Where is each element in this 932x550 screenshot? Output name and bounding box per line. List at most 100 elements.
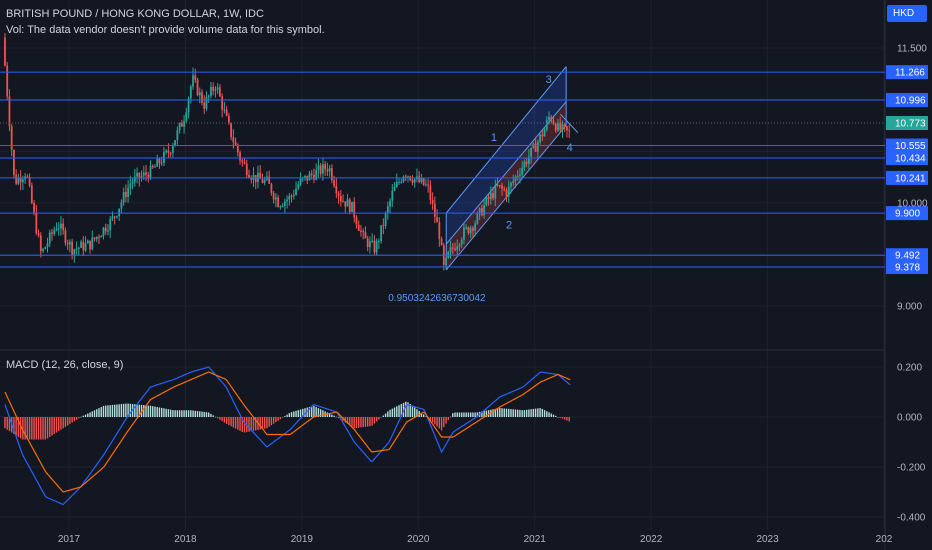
price-level-tag[interactable] — [886, 151, 928, 166]
candle — [454, 242, 456, 252]
histogram-bar — [438, 417, 441, 429]
candle — [205, 91, 208, 112]
histogram-bar — [516, 409, 519, 417]
price-levels[interactable] — [0, 71, 885, 268]
candle — [154, 164, 156, 168]
candle — [483, 199, 486, 219]
candle — [37, 229, 40, 238]
candle — [272, 190, 275, 204]
histogram-bar — [230, 417, 232, 427]
macd-indicator-label[interactable]: MACD (12, 26, close, 9) — [6, 359, 124, 371]
histogram-bar — [380, 417, 382, 418]
histogram-bar — [503, 408, 505, 417]
histogram-bar — [22, 417, 24, 440]
histogram-bar — [525, 409, 528, 417]
histogram-bar — [398, 405, 400, 417]
price-level-tag[interactable] — [886, 65, 928, 80]
histogram-bar — [42, 417, 44, 440]
candle — [364, 226, 367, 239]
candle — [257, 165, 259, 189]
price-level-tag[interactable] — [886, 93, 928, 108]
annotation-text[interactable]: 0.9503242636730042 — [388, 293, 486, 304]
price-level-tag[interactable] — [886, 259, 928, 274]
candle — [241, 158, 244, 167]
candle — [288, 192, 291, 206]
candle — [68, 239, 71, 253]
histogram-bar — [447, 417, 449, 421]
histogram-bar — [308, 406, 311, 417]
candle — [248, 169, 250, 179]
candle — [420, 173, 423, 185]
candle — [476, 211, 479, 225]
histogram-bar — [534, 408, 537, 417]
candle — [277, 194, 280, 208]
histogram-bar — [472, 412, 474, 417]
candle — [28, 173, 31, 188]
histogram-bar — [434, 417, 436, 425]
candle — [89, 240, 91, 254]
histogram-bar — [71, 417, 73, 423]
histogram-bar — [127, 403, 129, 417]
histogram-bar — [564, 417, 566, 420]
price-level-value: 10.241 — [895, 173, 926, 184]
histogram-bar — [431, 417, 434, 423]
histogram-bar — [116, 404, 118, 417]
histogram-bar — [449, 416, 452, 418]
histogram-bar — [82, 415, 85, 417]
candle — [337, 191, 340, 204]
wave-label[interactable]: 3 — [546, 74, 552, 86]
candle — [274, 193, 277, 208]
histogram-bar — [239, 417, 241, 431]
histogram-bar — [192, 410, 194, 417]
histogram-bar — [346, 417, 349, 424]
x-tick-label: 2021 — [524, 534, 547, 545]
price-axis[interactable] — [886, 65, 928, 274]
histogram-bar — [532, 408, 535, 417]
histogram-bar — [241, 417, 243, 433]
histogram-bar — [393, 407, 396, 417]
histogram-bar — [279, 417, 282, 420]
wave-label[interactable]: 1 — [491, 132, 497, 144]
histogram-bar — [181, 410, 183, 417]
candle — [207, 94, 210, 103]
histogram-bar — [237, 417, 239, 430]
candle — [418, 171, 421, 184]
wave-label[interactable]: 4 — [567, 142, 573, 154]
candle — [328, 165, 331, 177]
candle — [335, 177, 338, 199]
histogram-bar — [268, 417, 270, 427]
candle — [377, 238, 380, 249]
histogram-bar — [454, 412, 456, 417]
candle — [118, 208, 121, 221]
candle — [84, 236, 87, 253]
histogram-bar — [223, 417, 226, 423]
candle — [413, 178, 416, 188]
histogram-bar — [201, 411, 203, 417]
histogram-bar — [389, 409, 391, 417]
candle — [521, 160, 524, 179]
candle — [373, 235, 376, 255]
current-price-tag[interactable] — [886, 116, 928, 131]
histogram-bar — [467, 412, 470, 417]
price-level-tag[interactable] — [886, 138, 928, 153]
candle — [451, 242, 454, 255]
histogram-bar — [317, 408, 320, 417]
price-level-tag[interactable] — [886, 170, 928, 185]
candle — [512, 174, 515, 187]
wave-label[interactable]: 2 — [506, 220, 512, 232]
histogram-bar — [409, 404, 411, 417]
trend-ray[interactable] — [559, 113, 579, 133]
current-price-value: 10.773 — [895, 119, 926, 130]
histogram-bar — [277, 417, 279, 421]
candle — [46, 237, 49, 253]
histogram-bar — [234, 417, 237, 429]
candle — [297, 180, 300, 191]
histogram-bar — [187, 410, 190, 417]
currency-badge[interactable]: HKD — [887, 5, 927, 22]
candle — [8, 89, 11, 132]
price-level-tag[interactable] — [886, 248, 928, 263]
histogram-bar — [508, 408, 510, 417]
candle — [429, 180, 432, 205]
price-level-tag[interactable] — [886, 206, 928, 221]
